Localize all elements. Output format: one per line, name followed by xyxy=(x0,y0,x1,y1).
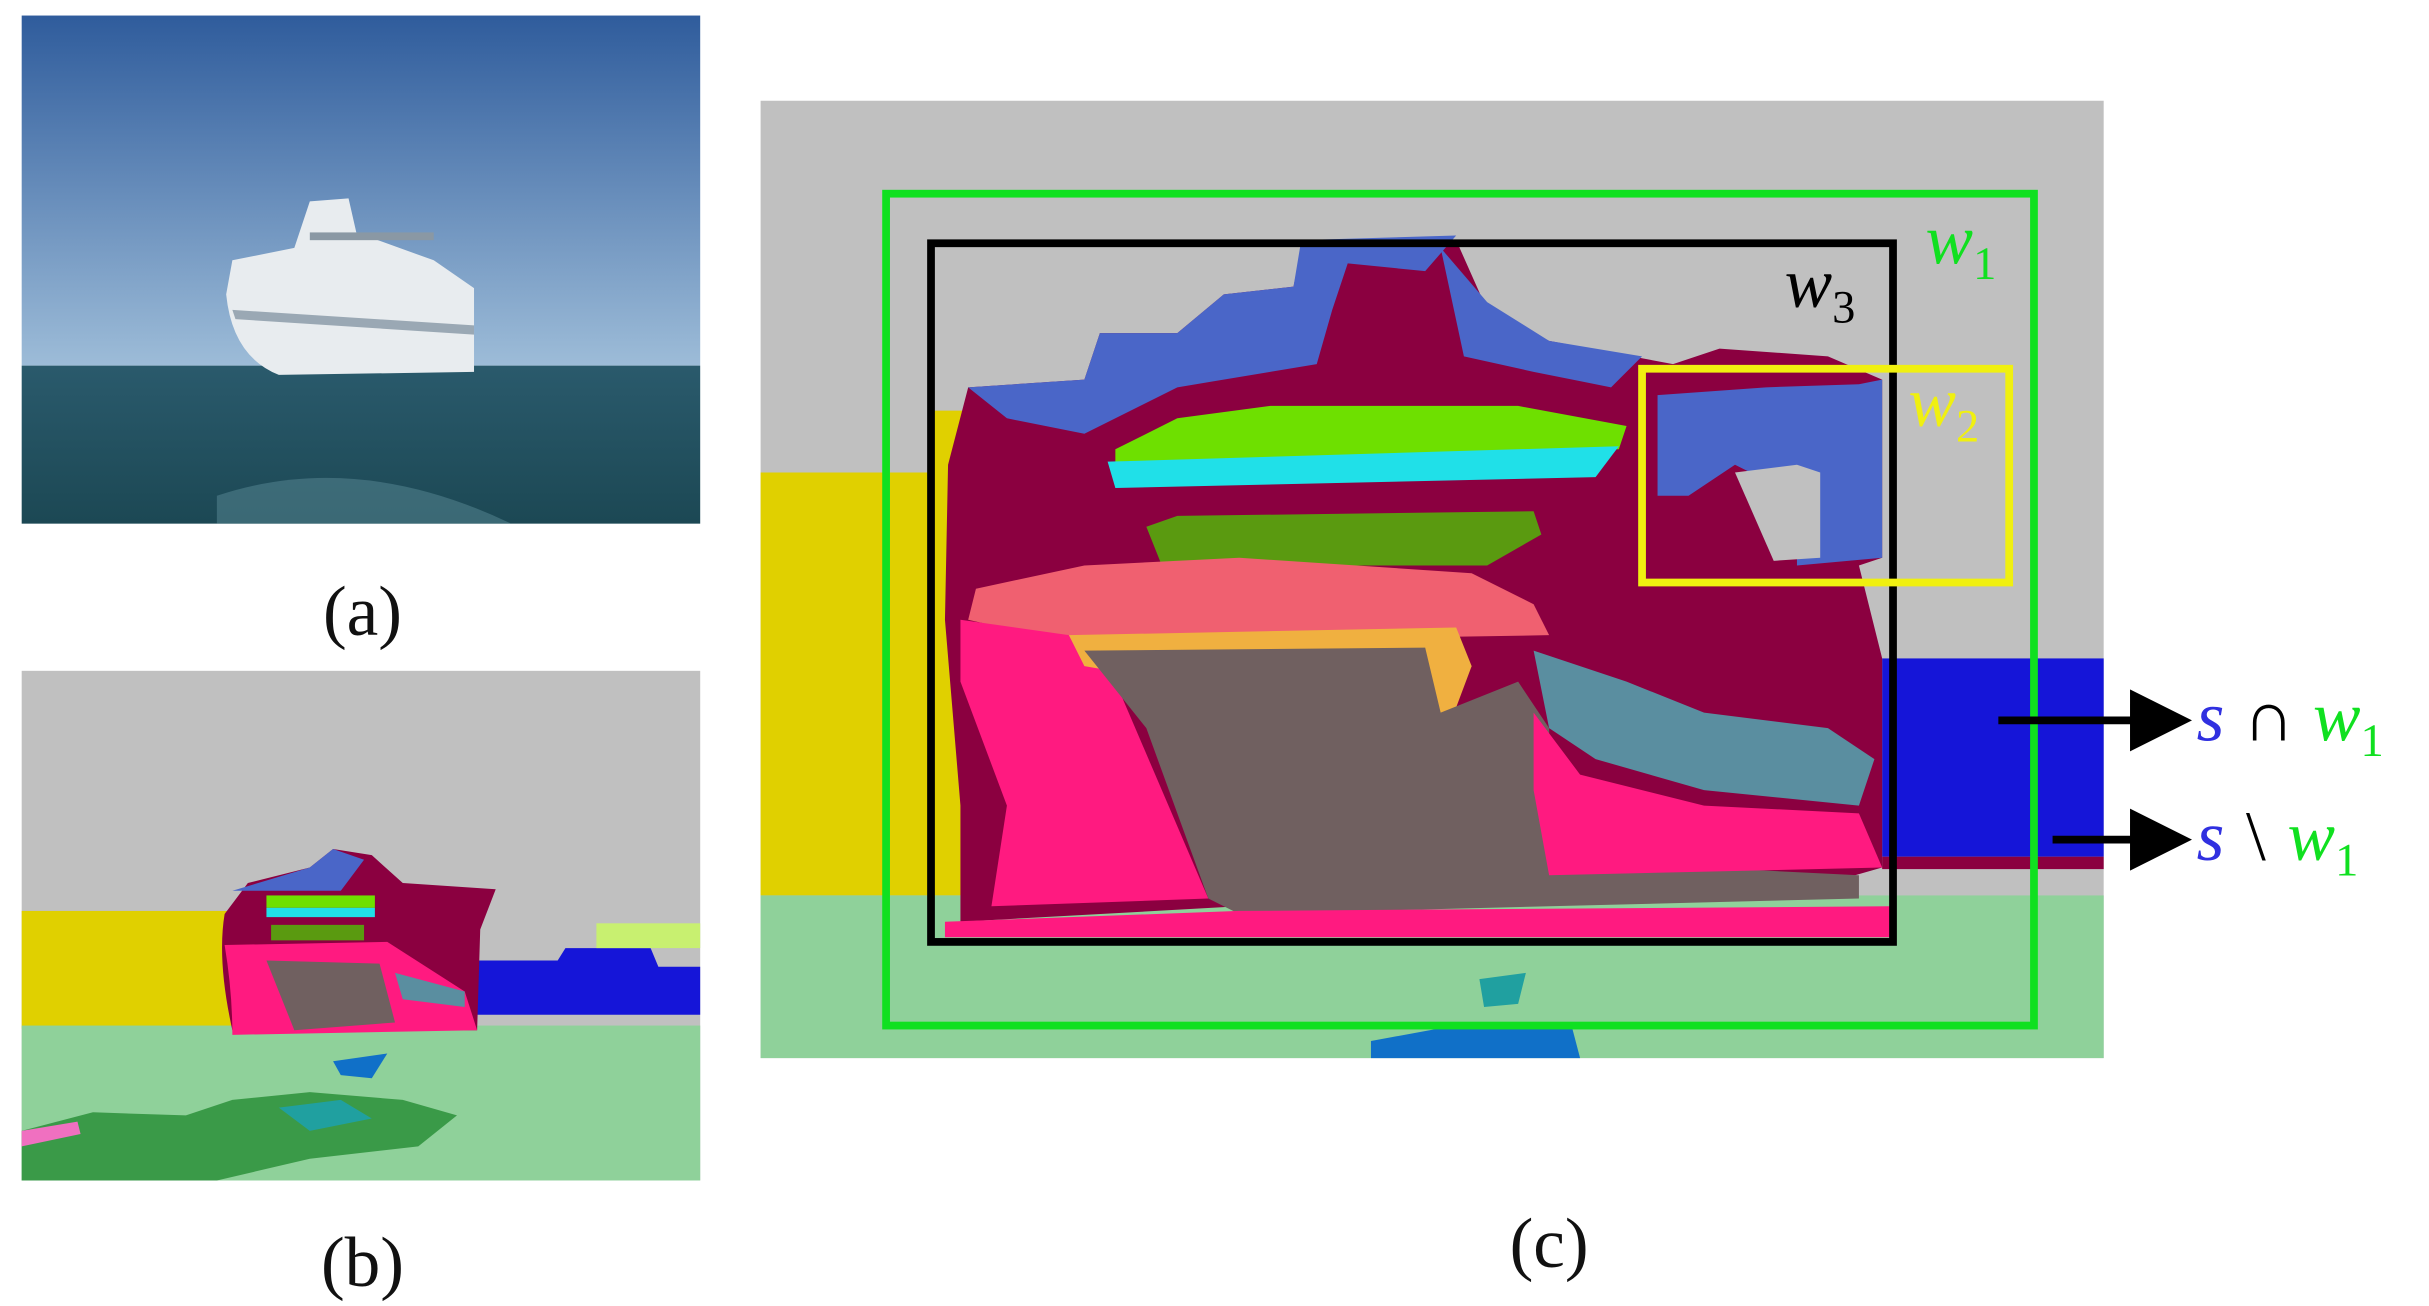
subscript: 3 xyxy=(1832,282,1855,333)
symbol: w xyxy=(2288,798,2336,876)
segmentation-small xyxy=(22,671,701,1181)
caption: (b) xyxy=(321,1224,404,1302)
subscript: 1 xyxy=(2335,835,2358,886)
annotation: s∩w1 xyxy=(2197,679,2384,767)
operator: ∩ xyxy=(2243,679,2294,757)
caption: (a) xyxy=(323,573,402,651)
set: s xyxy=(2197,798,2225,876)
annotation: s \ w1 xyxy=(2197,798,2359,886)
caption: (c) xyxy=(1510,1205,1589,1283)
subscript: 2 xyxy=(1956,402,1979,453)
symbol: w xyxy=(2313,679,2361,757)
symbol: w xyxy=(1785,245,1833,323)
subscript: 1 xyxy=(1973,239,1996,290)
set: s xyxy=(2197,679,2225,757)
subscript: 1 xyxy=(2361,716,2384,767)
figure: (a) (b) xyxy=(0,0,2429,1306)
symbol: w xyxy=(1926,201,1974,279)
operator: \ xyxy=(2246,798,2266,876)
photo xyxy=(22,16,701,524)
symbol: w xyxy=(1909,364,1957,442)
